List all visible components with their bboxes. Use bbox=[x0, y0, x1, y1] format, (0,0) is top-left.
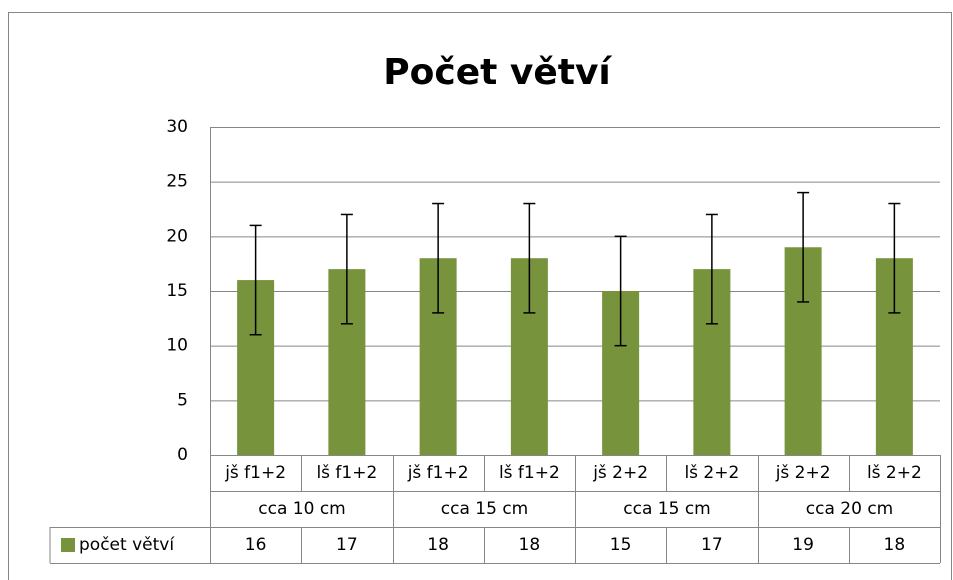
chart-title: Počet větví bbox=[383, 52, 612, 93]
data-table-value: 18 bbox=[519, 535, 541, 555]
y-tick-label: 20 bbox=[166, 226, 188, 246]
error-bar bbox=[797, 191, 810, 303]
y-tick-label: 0 bbox=[177, 445, 188, 465]
data-table-value: 19 bbox=[792, 535, 814, 555]
x-tick-label: jš f1+2 bbox=[224, 463, 286, 483]
x-tick-label: lš f1+2 bbox=[316, 463, 377, 483]
error-bar bbox=[888, 202, 901, 314]
group-label: cca 15 cm bbox=[623, 499, 710, 519]
error-bar bbox=[523, 202, 536, 314]
y-tick-label: 25 bbox=[166, 172, 188, 192]
x-tick-label: jš f1+2 bbox=[407, 463, 469, 483]
x-tick-label: lš f1+2 bbox=[499, 463, 560, 483]
y-tick-label: 5 bbox=[177, 390, 188, 410]
data-table-value: 18 bbox=[884, 535, 906, 555]
group-label: cca 20 cm bbox=[806, 499, 893, 519]
y-tick-label: 10 bbox=[166, 336, 188, 356]
y-tick-label: 30 bbox=[166, 117, 188, 137]
legend-key bbox=[61, 538, 75, 552]
data-table-value: 18 bbox=[427, 535, 449, 555]
error-bar bbox=[340, 213, 353, 325]
data-table-value: 16 bbox=[245, 535, 267, 555]
x-tick-label: lš 2+2 bbox=[867, 463, 922, 483]
data-table-value: 17 bbox=[336, 535, 358, 555]
error-bar bbox=[705, 213, 718, 325]
x-tick-label: lš 2+2 bbox=[684, 463, 739, 483]
data-table-value: 15 bbox=[610, 535, 632, 555]
legend-label: počet větví bbox=[79, 535, 175, 555]
data-table-value: 17 bbox=[701, 535, 723, 555]
group-label: cca 15 cm bbox=[441, 499, 528, 519]
y-tick-label: 15 bbox=[166, 281, 188, 301]
error-bar bbox=[249, 224, 262, 336]
x-tick-label: jš 2+2 bbox=[592, 463, 648, 483]
group-label: cca 10 cm bbox=[258, 499, 345, 519]
x-tick-label: jš 2+2 bbox=[775, 463, 831, 483]
error-bar bbox=[614, 235, 627, 347]
error-bar bbox=[432, 202, 445, 314]
